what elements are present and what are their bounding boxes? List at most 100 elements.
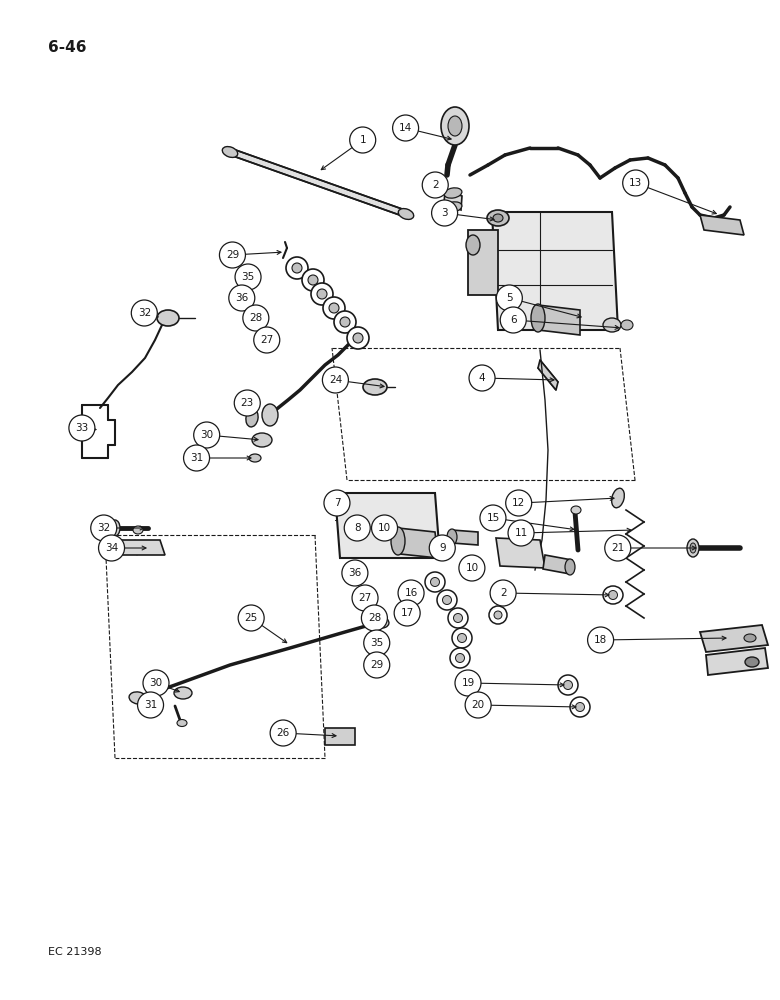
Ellipse shape (347, 327, 369, 349)
Text: 3: 3 (441, 208, 448, 218)
Circle shape (219, 242, 246, 268)
Ellipse shape (311, 283, 333, 305)
Ellipse shape (487, 210, 509, 226)
Text: 29: 29 (370, 660, 383, 670)
Circle shape (238, 605, 264, 631)
Circle shape (137, 692, 164, 718)
Ellipse shape (317, 289, 327, 299)
Circle shape (344, 515, 370, 541)
Ellipse shape (334, 311, 356, 333)
Text: 31: 31 (144, 700, 157, 710)
Ellipse shape (174, 687, 192, 699)
Circle shape (398, 580, 424, 606)
Circle shape (604, 535, 631, 561)
Ellipse shape (453, 613, 463, 622)
Text: 27: 27 (359, 593, 371, 603)
Polygon shape (118, 540, 165, 555)
Circle shape (363, 630, 390, 656)
Ellipse shape (576, 702, 584, 712)
Text: 32: 32 (138, 308, 151, 318)
Ellipse shape (371, 616, 389, 628)
Ellipse shape (442, 595, 452, 604)
Polygon shape (492, 212, 618, 330)
Ellipse shape (292, 263, 302, 273)
Polygon shape (452, 530, 478, 545)
Ellipse shape (340, 317, 350, 327)
Ellipse shape (431, 578, 439, 586)
Ellipse shape (452, 628, 472, 648)
Ellipse shape (329, 303, 339, 313)
Ellipse shape (353, 333, 363, 343)
Text: 31: 31 (190, 453, 203, 463)
Ellipse shape (399, 209, 413, 219)
Text: 10: 10 (378, 523, 391, 533)
Ellipse shape (493, 214, 503, 222)
Ellipse shape (441, 107, 469, 145)
Ellipse shape (157, 310, 179, 326)
Text: 20: 20 (472, 700, 484, 710)
Circle shape (587, 627, 614, 653)
Ellipse shape (494, 611, 502, 619)
Ellipse shape (444, 188, 462, 198)
Polygon shape (335, 493, 440, 558)
Polygon shape (543, 555, 572, 574)
Ellipse shape (249, 454, 261, 462)
Text: 7: 7 (334, 498, 340, 508)
Ellipse shape (491, 586, 509, 604)
Circle shape (352, 585, 378, 611)
Ellipse shape (563, 680, 573, 690)
Circle shape (342, 560, 368, 586)
Circle shape (229, 285, 255, 311)
Circle shape (480, 505, 506, 531)
Text: 28: 28 (368, 613, 381, 623)
Ellipse shape (612, 488, 624, 508)
Circle shape (505, 490, 532, 516)
Polygon shape (468, 230, 498, 295)
Ellipse shape (133, 526, 143, 534)
Circle shape (459, 555, 485, 581)
Circle shape (349, 127, 376, 153)
Polygon shape (538, 360, 558, 390)
Circle shape (429, 535, 456, 561)
Circle shape (469, 365, 495, 391)
Circle shape (508, 520, 534, 546)
Circle shape (431, 200, 458, 226)
Circle shape (234, 390, 261, 416)
Text: 8: 8 (354, 523, 360, 533)
Polygon shape (444, 190, 462, 210)
Ellipse shape (246, 409, 258, 427)
Ellipse shape (177, 720, 187, 726)
Ellipse shape (447, 529, 457, 545)
Text: 35: 35 (370, 638, 383, 648)
Circle shape (324, 490, 350, 516)
Text: 11: 11 (515, 528, 527, 538)
Text: 36: 36 (349, 568, 361, 578)
Text: 32: 32 (98, 523, 110, 533)
Circle shape (270, 720, 296, 746)
Circle shape (98, 535, 125, 561)
Text: 28: 28 (250, 313, 262, 323)
Ellipse shape (444, 202, 462, 212)
Polygon shape (706, 648, 768, 675)
Circle shape (235, 264, 261, 290)
Text: 13: 13 (629, 178, 642, 188)
Circle shape (363, 652, 390, 678)
Circle shape (193, 422, 220, 448)
Circle shape (392, 115, 419, 141)
Circle shape (143, 670, 169, 696)
Circle shape (90, 515, 117, 541)
Ellipse shape (450, 648, 470, 668)
Text: 33: 33 (76, 423, 88, 433)
Circle shape (254, 327, 280, 353)
Circle shape (69, 415, 95, 441)
Text: 21: 21 (612, 543, 624, 553)
Polygon shape (700, 625, 768, 652)
Text: 23: 23 (241, 398, 254, 408)
Circle shape (183, 445, 210, 471)
Ellipse shape (690, 543, 696, 553)
Text: 12: 12 (512, 498, 525, 508)
Text: 29: 29 (226, 250, 239, 260)
Ellipse shape (489, 606, 507, 624)
Text: 24: 24 (329, 375, 342, 385)
Ellipse shape (425, 572, 445, 592)
